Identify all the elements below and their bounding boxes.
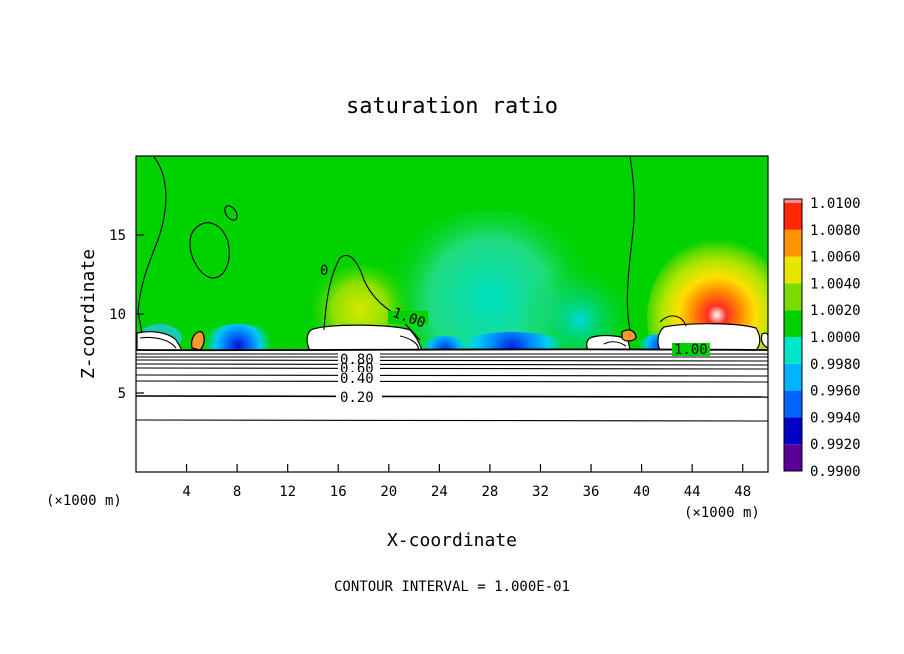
x-unit-right: (×1000 m): [684, 505, 760, 521]
x-axis-label: X-coordinate: [387, 530, 517, 551]
x-tick-label-10: 44: [684, 484, 701, 500]
colorbar-label-9: 1.0080: [810, 223, 861, 239]
x-axis: 4 8 12 16 20 24 28 32 36 40 44 48: [182, 464, 751, 500]
colorbar-label-8: 1.0060: [810, 250, 861, 266]
colorbar-label-10: 1.0100: [810, 196, 861, 212]
colorbar-swatch-2: [784, 390, 802, 418]
colorbar-swatch-7: [784, 256, 802, 284]
x-tick-label-7: 32: [532, 484, 549, 500]
colorbar-swatch-3: [784, 363, 802, 391]
contour-label-020: 0.20: [340, 390, 374, 406]
colorbar-swatch-5: [784, 310, 802, 337]
colorbar-label-6: 1.0020: [810, 303, 861, 319]
x-tick-label-6: 28: [481, 484, 498, 500]
x-tick-label-4: 20: [380, 484, 397, 500]
y-axis: 5 10 15: [109, 228, 144, 402]
contour-label-100-b: 1.00: [674, 342, 708, 358]
colorbar-swatch-9: [784, 203, 802, 230]
lower-clear-region: [136, 350, 768, 472]
contour-labels: 1.00 1.00 0 0.80 0.60 0.40 0.20: [320, 263, 710, 406]
colorbar-label-2: 0.9940: [810, 410, 861, 426]
colorbar-label-5: 1.0000: [810, 330, 861, 346]
colorbar-swatch-4: [784, 337, 802, 364]
colorbar: 0.9900 0.9920 0.9940 0.9960 0.9980 1.0000 1.00…: [783, 196, 861, 480]
plot-area: 1.00 1.00 0 0.80 0.60 0.40 0.20: [136, 156, 768, 472]
x-tick-label-8: 36: [583, 484, 600, 500]
x-tick-label-1: 8: [233, 484, 241, 500]
x-unit-left: (×1000 m): [46, 493, 122, 509]
colorbar-swatch-6: [784, 283, 802, 311]
colorbar-swatch-1: [784, 417, 802, 445]
x-tick-label-9: 40: [633, 484, 650, 500]
colorbar-label-0: 0.9900: [810, 464, 861, 480]
y-tick-label-0: 5: [118, 386, 126, 402]
chart-title: saturation ratio: [346, 94, 558, 119]
contour-interval-footer: CONTOUR INTERVAL = 1.000E-01: [334, 579, 570, 595]
x-tick-label-3: 16: [330, 484, 347, 500]
colorbar-label-3: 0.9960: [810, 384, 861, 400]
colorbar-swatch-8: [784, 229, 802, 257]
colorbar-frame: [783, 198, 803, 472]
contour-label-040: 0.40: [340, 371, 374, 387]
x-tick-label-0: 4: [182, 484, 190, 500]
colorbar-label-1: 0.9920: [810, 437, 861, 453]
y-axis-label: Z-coordinate: [78, 249, 99, 379]
colorbar-swatch-0: [784, 444, 802, 471]
colorbar-label-7: 1.0040: [810, 276, 861, 292]
contour-lines: [136, 156, 768, 422]
contour-label-0: 0: [320, 263, 328, 279]
x-tick-label-11: 48: [734, 484, 751, 500]
colorbar-label-4: 0.9980: [810, 357, 861, 373]
x-tick-label-5: 24: [431, 484, 448, 500]
y-tick-label-1: 10: [109, 307, 126, 323]
colorbar-swatch-top: [784, 199, 802, 203]
x-tick-label-2: 12: [279, 484, 296, 500]
y-tick-label-2: 15: [109, 228, 126, 244]
